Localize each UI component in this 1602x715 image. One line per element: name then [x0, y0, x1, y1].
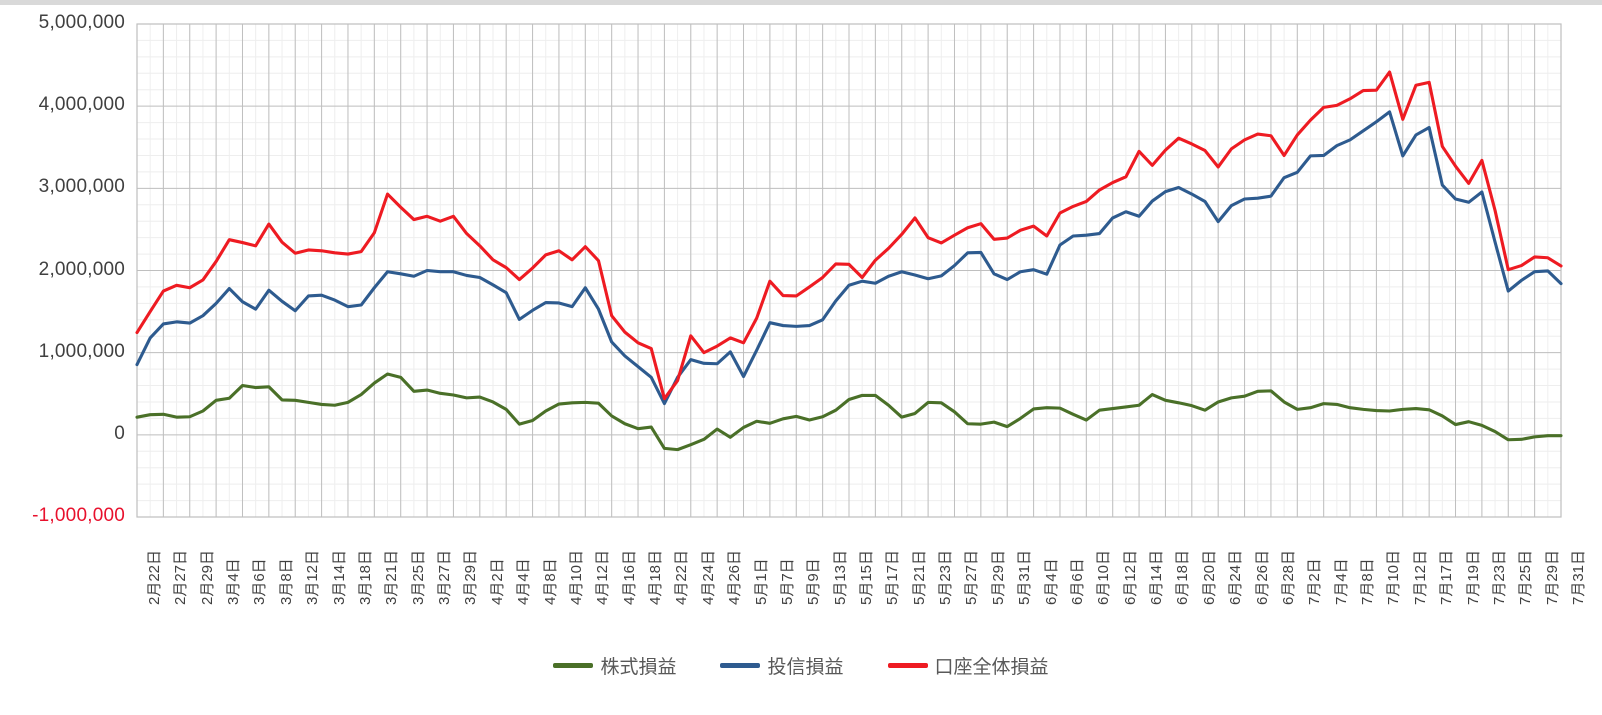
x-axis-tick-label: 7月25日: [1517, 549, 1535, 605]
y-axis-tick-label: 3,000,000: [38, 176, 125, 198]
x-axis-tick-label: 5月23日: [937, 549, 955, 605]
x-axis-tick-label: 3月4日: [225, 558, 243, 605]
x-axis-tick-label: 4月16日: [620, 549, 638, 605]
x-axis-tick-label: 3月8日: [277, 558, 295, 605]
x-axis-tick-label: 4月2日: [488, 558, 506, 605]
x-axis-tick-label: 7月10日: [1385, 549, 1403, 605]
x-axis-tick-label: 6月28日: [1279, 549, 1297, 605]
y-axis-tick-label: 5,000,000: [38, 12, 125, 33]
y-axis-tick-label: 0: [114, 422, 125, 444]
x-axis-tick-label: 4月8日: [541, 558, 559, 605]
legend-label: 投信損益: [767, 657, 844, 678]
x-axis-tick-label: 5月15日: [858, 549, 875, 605]
x-axis-tick-label: 4月24日: [699, 549, 717, 605]
window-top-band: [0, 0, 1602, 5]
legend-label: 口座全体損益: [934, 657, 1049, 678]
x-axis-tick-label: 6月26日: [1253, 549, 1271, 605]
x-axis-tick-label: 5月31日: [1016, 549, 1034, 605]
x-axis-tick-label: 5月17日: [884, 549, 902, 605]
plot-area-border: [136, 23, 1562, 518]
x-axis-tick-label: 3月21日: [383, 549, 401, 605]
x-axis-tick-label: 4月4日: [515, 558, 533, 605]
x-axis-tick-label: 4月22日: [673, 549, 691, 605]
x-axis-tick-label: 6月10日: [1095, 549, 1113, 605]
x-axis-tick-label: 4月12日: [594, 549, 612, 605]
x-axis-tick-label: 5月29日: [989, 549, 1007, 605]
x-axis-tick-label: 3月6日: [251, 558, 269, 605]
y-axis-tick-label: 1,000,000: [38, 340, 125, 362]
x-axis-tick-label: 6月4日: [1042, 558, 1060, 605]
x-axis-tick-label: 4月26日: [726, 549, 744, 605]
x-axis-tick-label: 6月24日: [1227, 549, 1245, 605]
legend-color-swatch-icon: [720, 663, 761, 668]
x-axis-tick-label: 7月4日: [1332, 558, 1350, 605]
x-axis-tick-label: 5月21日: [910, 549, 928, 605]
x-axis-tick-label: 5月27日: [963, 549, 981, 605]
legend-color-swatch-icon: [887, 663, 928, 668]
legend-item[interactable]: 株式損益: [553, 652, 676, 679]
series-line-1: [135, 110, 1563, 406]
x-axis-tick-label: 5月7日: [778, 558, 796, 605]
x-axis-tick-label: 3月25日: [409, 549, 427, 605]
x-axis-tick-label: 3月14日: [330, 549, 348, 605]
x-axis-tick-label: 7月19日: [1464, 549, 1482, 605]
series-line-0: [135, 372, 1563, 452]
x-axis-tick-label: 7月2日: [1306, 558, 1324, 605]
series-line-2: [135, 70, 1563, 401]
x-axis-tick-label: 7月23日: [1490, 549, 1508, 605]
x-axis-tick-label: 3月12日: [304, 549, 322, 605]
y-axis-tick-label: -1,000,000: [32, 505, 125, 526]
chart-legend: 株式損益 投信損益 口座全体損益: [0, 652, 1602, 679]
x-axis-tick-label: 7月17日: [1438, 549, 1456, 605]
x-axis-tick-label: 5月9日: [805, 558, 823, 605]
y-axis-tick-label: 4,000,000: [38, 94, 125, 116]
x-axis-tick-label: 5月1日: [752, 558, 770, 605]
x-axis-tick-label: 6月12日: [1121, 549, 1139, 605]
x-axis-tick-label: 7月29日: [1543, 549, 1561, 605]
x-axis-tick-label: 2月22日: [146, 549, 163, 605]
y-axis-tick-label: 2,000,000: [38, 258, 125, 280]
x-axis-tick-label: 3月29日: [462, 549, 480, 605]
x-axis-tick-label: 7月31日: [1570, 549, 1587, 605]
x-axis-tick-label: 4月10日: [567, 549, 585, 605]
x-axis-tick-label: 2月29日: [198, 549, 216, 605]
x-axis-tick-label: 3月18日: [356, 549, 374, 605]
x-axis-tick-label: 5月13日: [831, 549, 849, 605]
x-axis-tick-label: 7月12日: [1411, 549, 1429, 605]
x-axis-tick-label: 6月14日: [1148, 549, 1166, 605]
x-axis-tick-label: 4月18日: [647, 549, 665, 605]
legend-item[interactable]: 投信損益: [720, 652, 844, 679]
x-axis-tick-label: 3月27日: [436, 549, 454, 605]
x-axis-tick-label: 6月20日: [1200, 549, 1218, 605]
x-axis-tick-label: 6月6日: [1068, 558, 1086, 605]
x-axis-tick-label: 2月27日: [172, 549, 190, 605]
legend-item[interactable]: 口座全体損益: [887, 652, 1049, 679]
x-axis-tick-label: 6月18日: [1174, 549, 1192, 605]
legend-label: 株式損益: [600, 657, 677, 678]
legend-color-swatch-icon: [553, 663, 594, 668]
x-axis-tick-label: 7月8日: [1359, 558, 1377, 605]
